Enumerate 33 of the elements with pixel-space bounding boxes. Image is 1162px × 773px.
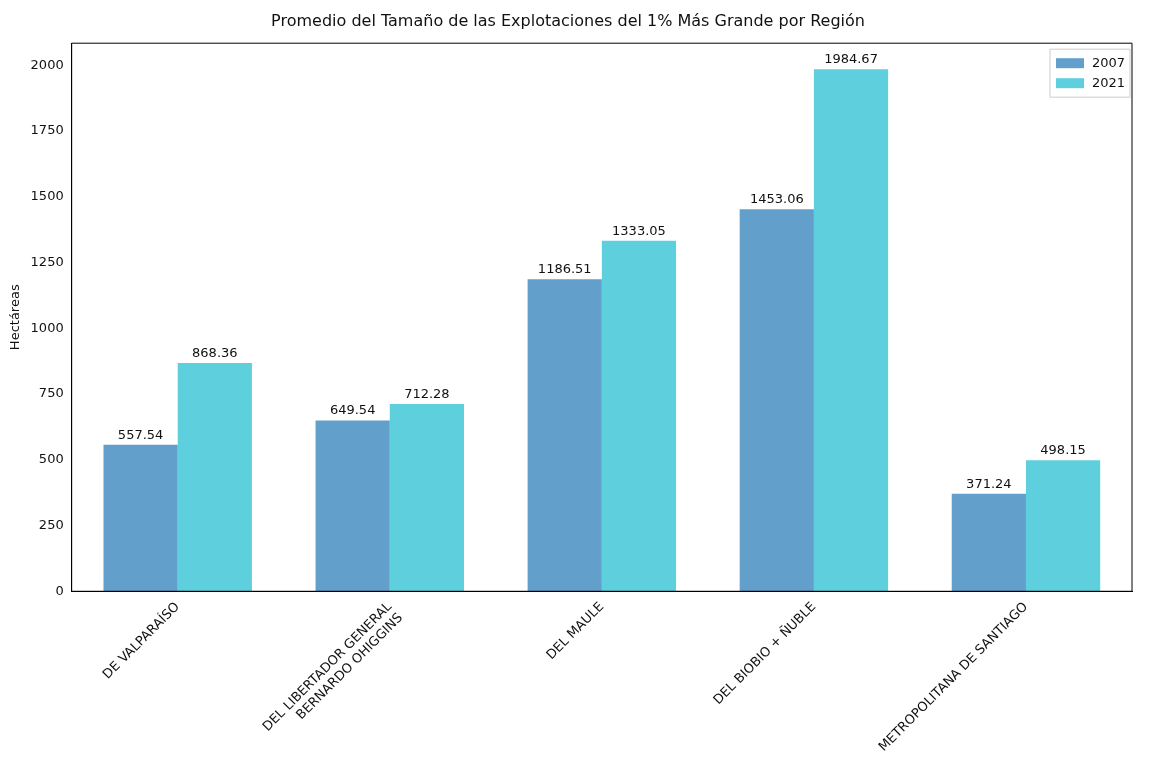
data-label: 1453.06 (749, 191, 804, 207)
bar (1025, 460, 1101, 592)
y-tick-label: 1750 (30, 122, 64, 138)
bar (527, 279, 602, 592)
y-tick-label: 1250 (30, 253, 64, 269)
bar (813, 69, 889, 592)
data-label: 371.24 (966, 475, 1012, 491)
data-label: 868.36 (192, 344, 238, 360)
bar (177, 362, 252, 592)
y-axis-title: Hectáreas (7, 284, 23, 351)
data-label: 1984.67 (824, 51, 878, 67)
chart-title: Promedio del Tamaño de las Explotaciones del 1% Más Grande por Región (271, 10, 865, 30)
data-label: 712.28 (404, 385, 450, 401)
legend-label: 2007 (1092, 54, 1126, 70)
y-tick-label: 2000 (30, 56, 64, 72)
bar (951, 493, 1026, 592)
y-tick-label: 250 (38, 516, 64, 532)
data-label: 557.54 (117, 426, 164, 442)
bar (389, 403, 464, 592)
y-tick-label: 1500 (30, 188, 64, 204)
y-tick-label: 0 (55, 582, 64, 598)
data-label: 498.15 (1040, 442, 1086, 458)
data-label: 1186.51 (537, 261, 592, 277)
bar (601, 240, 677, 592)
y-tick-label: 1000 (30, 319, 64, 335)
y-tick-label: 750 (38, 385, 64, 401)
bar (739, 209, 814, 592)
bar (103, 444, 178, 592)
data-label: 1333.05 (612, 222, 666, 238)
y-tick-label: 500 (38, 451, 64, 467)
bar (315, 420, 390, 592)
legend-label: 2021 (1092, 74, 1126, 90)
data-label: 649.54 (329, 402, 376, 418)
